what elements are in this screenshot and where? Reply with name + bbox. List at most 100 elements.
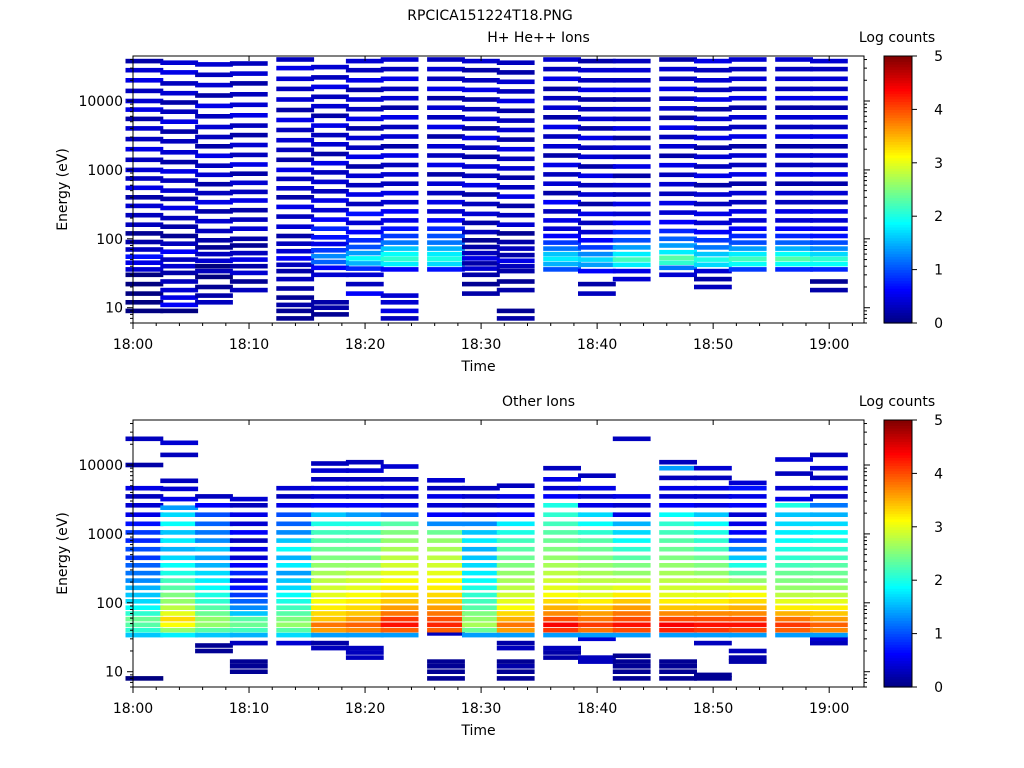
- colorbar-label: Log counts: [859, 394, 935, 410]
- heatmap-cell: [462, 563, 500, 568]
- heatmap-cell: [694, 570, 732, 576]
- heatmap-cell: [311, 272, 349, 278]
- heatmap-cell: [125, 622, 164, 628]
- heatmap-cell: [543, 172, 581, 177]
- heatmap-cell: [728, 622, 767, 628]
- heatmap-cell: [496, 632, 535, 638]
- heatmap-cell: [195, 268, 233, 274]
- heatmap-cell: [810, 627, 848, 633]
- colorbar-segment: [884, 237, 912, 241]
- heatmap-cell: [160, 622, 199, 628]
- colorbar-segment: [884, 173, 912, 177]
- heatmap-cell: [427, 546, 465, 552]
- heatmap-cell: [810, 485, 848, 491]
- colorbar-segment: [884, 184, 912, 188]
- heatmap-cell: [160, 81, 199, 86]
- heatmap-cell: [380, 464, 419, 469]
- colorbar-segment: [884, 489, 912, 493]
- colorbar-segment: [884, 304, 912, 308]
- heatmap-cell: [578, 655, 616, 660]
- heatmap-cell: [311, 265, 349, 271]
- heatmap-cell: [160, 119, 199, 124]
- heatmap-cell: [775, 555, 813, 561]
- heatmap-cell: [195, 570, 233, 576]
- heatmap-cell: [612, 211, 651, 217]
- heatmap-cell: [462, 87, 500, 93]
- heatmap-cell: [659, 611, 697, 616]
- colorbar-segment: [884, 646, 912, 651]
- heatmap-cell: [380, 226, 419, 231]
- colorbar-segment: [884, 564, 912, 568]
- heatmap-cell: [160, 496, 199, 502]
- heatmap-cell: [195, 134, 233, 140]
- colorbar-segment: [884, 96, 912, 100]
- heatmap-cell: [229, 263, 268, 269]
- heatmap-cell: [543, 66, 581, 72]
- heatmap-cell: [160, 241, 199, 246]
- colorbar-segment: [884, 473, 912, 477]
- heatmap-cell: [612, 135, 651, 141]
- heatmap-cell: [345, 87, 384, 93]
- heatmap-cell: [543, 134, 581, 139]
- heatmap-cell: [810, 233, 848, 239]
- heatmap-cell: [311, 512, 349, 517]
- colorbar-segment: [884, 74, 912, 78]
- heatmap-cell: [229, 92, 268, 97]
- heatmap-cell: [160, 205, 199, 211]
- heatmap-cell: [728, 585, 767, 591]
- heatmap-cell: [125, 260, 164, 265]
- heatmap-cell: [229, 530, 268, 535]
- heatmap-cell: [195, 163, 233, 168]
- colorbar-tick-label: 1: [934, 263, 943, 279]
- heatmap-cell: [345, 494, 384, 499]
- heatmap-cell: [612, 116, 651, 122]
- heatmap-cell: [276, 117, 315, 123]
- heatmap-cell: [810, 611, 848, 616]
- heatmap-cell: [195, 563, 233, 568]
- heatmap-cell: [345, 555, 384, 561]
- heatmap-cell: [775, 76, 813, 82]
- heatmap-cell: [659, 465, 697, 471]
- heatmap-cell: [612, 627, 651, 633]
- colorbar-segment: [884, 178, 912, 183]
- heatmap-cell: [345, 154, 384, 160]
- colorbar-segment: [884, 189, 912, 193]
- heatmap-cell: [125, 107, 164, 112]
- heatmap-cell: [612, 611, 651, 616]
- heatmap-cell: [345, 173, 384, 179]
- colorbar-segment: [884, 497, 912, 501]
- colorbar-segment: [884, 229, 912, 233]
- heatmap-cell: [694, 164, 732, 169]
- heatmap-cell: [160, 270, 199, 276]
- heatmap-cell: [427, 209, 465, 214]
- heatmap-cell: [195, 622, 233, 628]
- colorbar-segment: [884, 604, 912, 608]
- heatmap-cell: [125, 530, 164, 535]
- colorbar-segment: [884, 282, 912, 287]
- heatmap-cell: [380, 512, 419, 517]
- heatmap-cell: [125, 126, 164, 131]
- heatmap-cell: [311, 616, 349, 622]
- heatmap-cell: [311, 241, 349, 247]
- heatmap-cell: [311, 530, 349, 535]
- heatmap-cell: [195, 503, 233, 508]
- heatmap-cell: [496, 308, 535, 314]
- heatmap-cell: [380, 555, 419, 561]
- heatmap-cell: [659, 96, 697, 101]
- heatmap-cell: [578, 97, 616, 102]
- colorbar-segment: [884, 553, 912, 557]
- colorbar-segment: [884, 101, 912, 105]
- heatmap-cell: [810, 251, 848, 257]
- heatmap-cell: [125, 247, 164, 252]
- colorbar-segment: [884, 673, 912, 677]
- heatmap-cell: [612, 605, 651, 610]
- colorbar-segment: [884, 457, 912, 461]
- colorbar-segment: [884, 197, 912, 201]
- colorbar-segment: [884, 258, 912, 263]
- heatmap-cell: [311, 94, 349, 100]
- colorbar-segment: [884, 428, 912, 432]
- heatmap-cell: [578, 238, 616, 243]
- heatmap-cell: [276, 316, 315, 321]
- heatmap-cell: [195, 103, 233, 109]
- heatmap-cell: [276, 578, 315, 583]
